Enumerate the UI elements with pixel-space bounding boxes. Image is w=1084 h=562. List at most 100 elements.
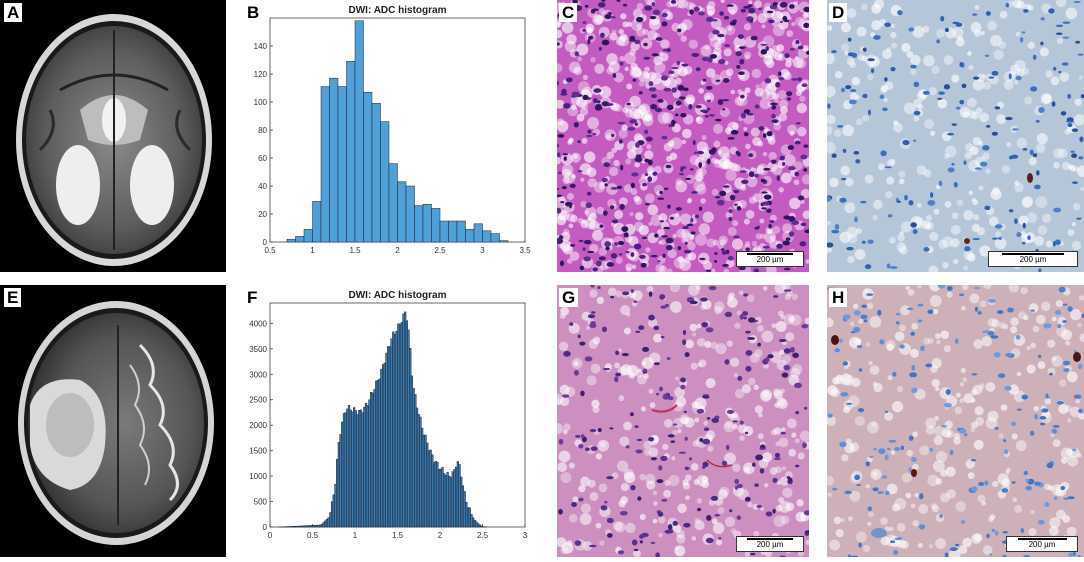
x-tick-label: 2.5 xyxy=(434,246,446,255)
histogram-bar xyxy=(386,353,388,527)
histogram-bar xyxy=(318,525,320,527)
histogram-bar xyxy=(423,435,425,527)
histogram-bar xyxy=(438,469,440,527)
histogram-bar xyxy=(287,239,296,242)
histogram-bar xyxy=(326,519,328,527)
histogram-bar xyxy=(340,434,342,527)
scale-bar-label: 200 µm xyxy=(1029,540,1056,549)
histogram-bar xyxy=(437,462,439,527)
panel-label-e: E xyxy=(4,288,21,307)
panel-label-c: C xyxy=(559,3,577,22)
histogram-bar xyxy=(432,455,434,527)
histogram-bar xyxy=(296,236,305,242)
histogram-bar xyxy=(442,467,444,527)
histogram-bar xyxy=(313,201,322,242)
histogram-bar xyxy=(347,409,349,527)
mri-image-a xyxy=(0,0,226,272)
histogram-bar xyxy=(452,472,454,527)
x-tick-label: 0 xyxy=(268,531,273,540)
histogram-bar xyxy=(454,469,456,527)
histogram-bar xyxy=(331,502,333,527)
histogram-bar xyxy=(381,369,383,527)
histogram-bar xyxy=(467,508,469,527)
histogram-bar xyxy=(304,526,306,527)
histogram-bar xyxy=(370,392,372,527)
histogram-bar xyxy=(389,346,391,527)
histogram-bar xyxy=(299,526,301,527)
histogram-bar xyxy=(411,376,413,527)
histogram-bar xyxy=(406,186,415,242)
histogram-bar xyxy=(294,526,296,527)
histogram-bar xyxy=(472,518,474,527)
histogram-bar xyxy=(328,518,330,527)
scale-bar-c: 200 µm xyxy=(736,251,804,267)
histogram-bar xyxy=(462,486,464,527)
x-tick-label: 2 xyxy=(395,246,400,255)
histogram-bar xyxy=(420,417,422,527)
histogram-bar xyxy=(324,521,326,527)
histogram-bar xyxy=(394,334,396,527)
scale-bar-h: 200 µm xyxy=(1006,536,1078,552)
chart-title: DWI: ADC histogram xyxy=(349,5,447,16)
histogram-bar xyxy=(343,413,345,527)
histogram-bar xyxy=(314,525,316,527)
histogram-bar xyxy=(469,508,471,527)
histogram-bar xyxy=(408,330,410,527)
scale-bar-label: 200 µm xyxy=(1020,255,1047,264)
panel-label-b: B xyxy=(244,3,262,22)
histogram-bar xyxy=(350,410,352,527)
panel-label-a: A xyxy=(4,3,22,22)
histogram-bar xyxy=(307,526,309,527)
histogram-bar xyxy=(426,443,428,527)
histogram-bar xyxy=(474,224,483,242)
histogram-bar xyxy=(338,442,340,527)
y-tick-label: 40 xyxy=(258,182,267,191)
histogram-bar xyxy=(433,463,435,527)
mri-panel-a xyxy=(0,0,226,272)
histogram-bar xyxy=(440,469,442,527)
y-tick-label: 100 xyxy=(254,98,268,107)
histogram-bar xyxy=(403,314,405,527)
histology-panel-d: 200 µm xyxy=(827,0,1084,272)
x-tick-label: 1.5 xyxy=(392,531,404,540)
histogram-bar xyxy=(415,206,424,242)
histogram-bar xyxy=(365,403,367,527)
histogram-bar xyxy=(374,390,376,527)
histogram-bar xyxy=(362,413,364,527)
histogram-bar xyxy=(396,331,398,527)
histology-panel-h: 200 µm xyxy=(827,285,1084,557)
histogram-bar xyxy=(313,525,315,527)
histogram-bar xyxy=(483,231,492,242)
histogram-bar xyxy=(464,491,466,527)
histogram-bar xyxy=(319,525,321,527)
histogram-bar xyxy=(455,467,457,527)
histogram-bar xyxy=(460,477,462,527)
histogram-bar xyxy=(353,407,355,527)
histogram-bar xyxy=(491,234,500,242)
histogram-bar xyxy=(466,502,468,527)
histogram-bar xyxy=(447,472,449,527)
histogram-bar xyxy=(321,524,323,527)
panel-label-f: F xyxy=(244,288,260,307)
histogram-bar xyxy=(445,475,447,527)
x-tick-label: 0.5 xyxy=(264,246,276,255)
histogram-bar xyxy=(398,182,407,242)
histogram-bar xyxy=(382,365,384,527)
histogram-bar xyxy=(430,450,432,527)
histogram-bar xyxy=(375,381,377,527)
histogram-bar xyxy=(301,526,303,527)
histogram-bar xyxy=(357,414,359,527)
histogram-bar xyxy=(381,122,390,242)
histogram-bar xyxy=(406,321,408,527)
histogram-bar xyxy=(435,461,437,527)
histogram-bar xyxy=(500,241,509,242)
histogram-bar xyxy=(296,526,298,527)
histogram-bar xyxy=(369,400,371,527)
histogram-bar xyxy=(471,514,473,527)
x-tick-label: 1.5 xyxy=(349,246,361,255)
histogram-bar xyxy=(290,526,292,527)
y-tick-label: 60 xyxy=(258,154,267,163)
